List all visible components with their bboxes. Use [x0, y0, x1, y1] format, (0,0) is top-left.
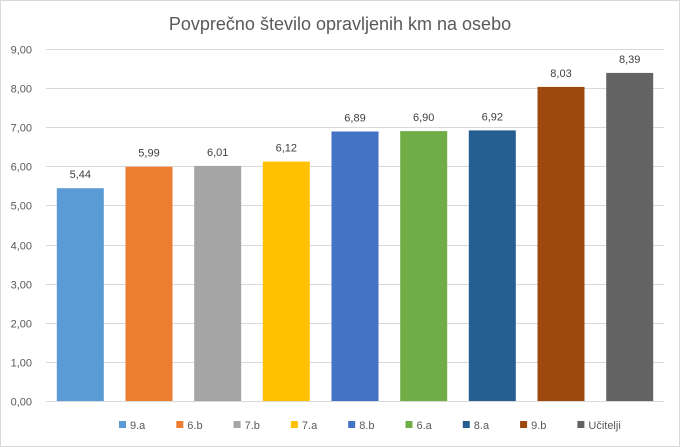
- bar-7.a: [262, 161, 310, 401]
- legend-item: 8.b: [348, 420, 374, 432]
- bar-9.a: [56, 188, 104, 401]
- data-label: 5,99: [138, 148, 159, 160]
- legend-item: 7.b: [233, 420, 260, 432]
- bar-6.b: [125, 166, 173, 401]
- legend-swatch: [577, 421, 585, 428]
- data-label: 6,12: [276, 143, 297, 155]
- legend-label: 6.a: [416, 420, 432, 432]
- bar-9.b: [537, 86, 585, 402]
- legend-swatch: [119, 421, 126, 428]
- y-axis-ticks: 0,00 1,00 2,00 3,00 4,00 5,00 6,00 7,00 8,00 9,00: [11, 45, 32, 409]
- legend-item: 9.b: [520, 420, 546, 432]
- data-label: 8,39: [619, 54, 640, 66]
- bar-7.b: [194, 165, 242, 401]
- y-tick-label: 1,00: [11, 358, 32, 370]
- legend-item: 6.b: [176, 420, 203, 432]
- bar-8.b: [331, 131, 379, 401]
- data-label: 5,44: [70, 169, 91, 181]
- legend-item: 9.a: [119, 420, 146, 432]
- data-label: 6,01: [207, 147, 228, 159]
- bar-Učitelji: [606, 72, 654, 402]
- data-labels: 5,44 5,99 6,01 6,12 6,89 6,90 6,92 8,03 8,39: [70, 54, 641, 181]
- legend-item: 7.a: [290, 420, 318, 432]
- bar-8.a: [468, 130, 516, 401]
- data-label: 6,90: [413, 112, 434, 124]
- legend-swatch: [233, 421, 241, 428]
- data-label: 6,89: [344, 113, 365, 125]
- y-tick-label: 4,00: [11, 241, 32, 253]
- legend-label: 8.a: [474, 420, 490, 432]
- legend-label: 9.b: [531, 420, 546, 432]
- legend-item: 8.a: [462, 420, 490, 432]
- legend-item: 6.a: [405, 420, 433, 432]
- y-tick-label: 3,00: [11, 280, 32, 292]
- legend-label: 6.b: [187, 420, 202, 432]
- legend-swatch: [290, 421, 298, 428]
- bars: [56, 72, 654, 402]
- legend-swatch: [176, 421, 184, 428]
- y-tick-label: 7,00: [11, 123, 32, 135]
- legend-label: 7.b: [245, 420, 260, 432]
- legend-label: 7.a: [302, 420, 318, 432]
- legend-label: 9.a: [130, 420, 146, 432]
- legend-swatch: [405, 421, 413, 428]
- legend-label: Učitelji: [588, 420, 620, 432]
- data-label: 6,92: [482, 111, 503, 123]
- legend-item: Učitelji: [577, 420, 621, 432]
- legend-label: 8.b: [359, 420, 374, 432]
- legend-swatch: [462, 421, 470, 428]
- y-tick-label: 6,00: [11, 162, 32, 174]
- data-label: 8,03: [550, 68, 571, 80]
- legend-swatch: [348, 421, 356, 428]
- y-tick-label: 5,00: [11, 201, 32, 213]
- legend: 9.a 6.b 7.b 7.a 8.b 6.a 8.a 9.b Učitelji: [119, 420, 621, 432]
- y-tick-label: 0,00: [11, 397, 32, 409]
- y-tick-label: 9,00: [11, 45, 32, 57]
- y-tick-label: 8,00: [11, 84, 32, 96]
- y-tick-label: 2,00: [11, 319, 32, 331]
- bar-6.a: [400, 131, 448, 401]
- chart-title: Povprečno število opravljenih km na oseb…: [169, 14, 511, 34]
- legend-swatch: [520, 421, 528, 428]
